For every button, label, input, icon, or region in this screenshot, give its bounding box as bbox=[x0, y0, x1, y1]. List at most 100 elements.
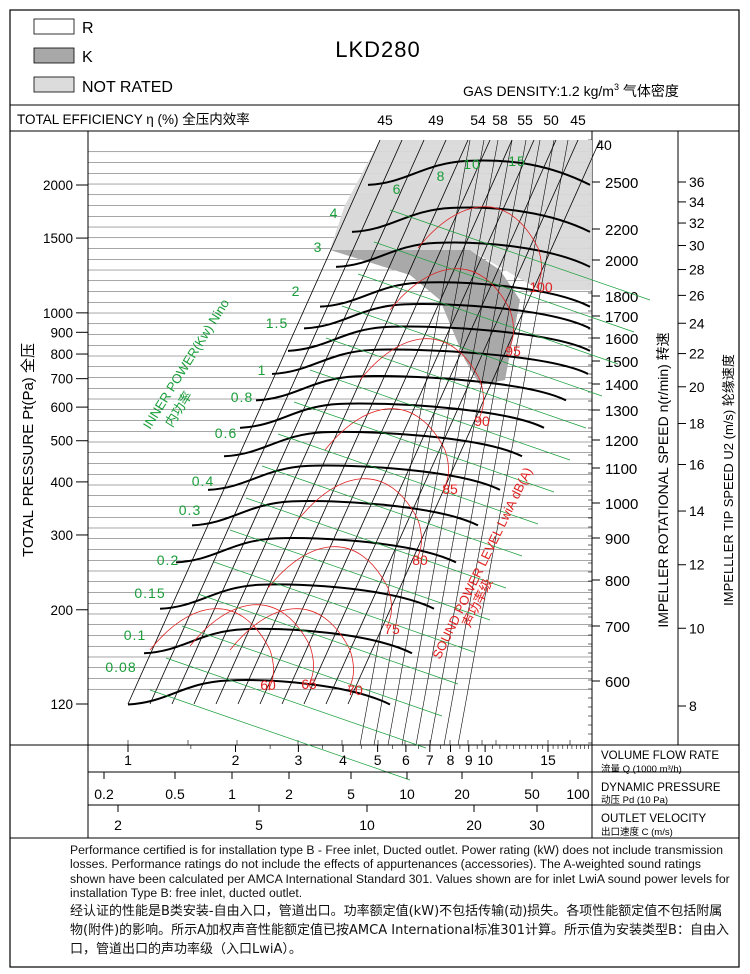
sound-contour bbox=[389, 268, 514, 351]
inner-power-label: 1.5 bbox=[266, 315, 288, 331]
inner-power-label: 0.8 bbox=[231, 389, 253, 405]
tip-tick-label: 18 bbox=[689, 415, 705, 431]
rpm-tick-label: 600 bbox=[605, 674, 630, 691]
volume-flow-tick-label: 6 bbox=[402, 752, 410, 768]
speed-curve bbox=[239, 402, 545, 429]
power-line bbox=[181, 625, 443, 717]
efficiency-line bbox=[429, 139, 541, 746]
rotational-speed-ticks: 2500 2200 2000 1800 1700 1600 1500 1400 1300 1200… bbox=[588, 139, 638, 744]
efficiency-tick-label: 45 bbox=[570, 112, 586, 128]
inner-power-label: 0.15 bbox=[134, 585, 165, 601]
volume-flow-tick-label: 7 bbox=[426, 752, 434, 768]
y-tick-label: 500 bbox=[50, 434, 73, 449]
tip-tick-label: 10 bbox=[689, 620, 705, 636]
y-tick-label: 1500 bbox=[43, 231, 73, 246]
outlet-velocity-ticks: 2 5 10 20 30 bbox=[114, 805, 545, 833]
power-line bbox=[213, 561, 475, 653]
rpm-tick-label: 2000 bbox=[605, 253, 638, 270]
y-tick-label: 700 bbox=[50, 372, 73, 387]
tip-tick-label: 14 bbox=[689, 503, 705, 519]
rpm-tick-label: 1300 bbox=[605, 403, 638, 420]
power-line bbox=[277, 433, 539, 525]
rpm-tick-label: 1800 bbox=[605, 289, 638, 306]
power-line bbox=[357, 273, 619, 365]
y-tick-label: 1000 bbox=[43, 306, 73, 321]
efficiency-line bbox=[443, 139, 555, 746]
system-line bbox=[281, 139, 535, 705]
sound-contour bbox=[359, 338, 484, 421]
volume-flow-tick-label: 9 bbox=[465, 752, 473, 768]
volume-flow-ticks: 1 2 3 4 5 6 7 8 9 10 15 bbox=[124, 745, 589, 768]
sound-power-label: 75 bbox=[384, 621, 400, 637]
efficiency-tick-label: 55 bbox=[517, 112, 533, 128]
power-line bbox=[261, 465, 523, 557]
tip-tick-label: 28 bbox=[689, 262, 705, 278]
speed-curve bbox=[319, 281, 591, 308]
speed-curve bbox=[351, 206, 591, 233]
sound-power-label: 90 bbox=[474, 413, 490, 429]
speed-curve bbox=[367, 159, 591, 186]
volume-flow-tick-label: 8 bbox=[447, 752, 455, 768]
inner-power-label: 6 bbox=[393, 181, 402, 197]
model-title: LKD280 bbox=[335, 37, 421, 62]
dynamic-pressure-tick-label: 50 bbox=[524, 786, 540, 802]
inner-power-label: 10 bbox=[463, 156, 481, 172]
tip-tick-label: 12 bbox=[689, 557, 705, 573]
efficiency-tick-label: 54 bbox=[470, 112, 486, 128]
rotational-speed-label: IMPELLER ROTATIONAL SPEED n(r/min) 转速 bbox=[655, 332, 671, 627]
speed-curve bbox=[191, 500, 479, 527]
dynamic-pressure-tick-label: 20 bbox=[454, 786, 470, 802]
tip-tick-label: 26 bbox=[689, 287, 705, 303]
outlet-velocity-tick-label: 2 bbox=[114, 817, 122, 833]
speed-curve bbox=[127, 679, 391, 706]
inner-power-label: 3 bbox=[314, 239, 323, 255]
sound-power-label: 100 bbox=[529, 279, 553, 295]
efficiency-line bbox=[373, 139, 485, 746]
outlet-velocity-label-cn: 出口速度 C (m/s) bbox=[601, 826, 673, 838]
tip-tick-label: 30 bbox=[689, 238, 705, 254]
outlet-velocity-tick-label: 10 bbox=[359, 817, 375, 833]
inner-power-label: 0.4 bbox=[192, 473, 214, 489]
tip-tick-label: 20 bbox=[689, 379, 705, 395]
sound-contour bbox=[297, 478, 422, 561]
rpm-tick-label: 1000 bbox=[605, 496, 638, 513]
notes-chinese: 经认证的性能是B类安装-自由入口，管道出口。功率额定值(kW)不包括传输(动)损… bbox=[70, 904, 729, 958]
power-line bbox=[341, 305, 603, 397]
speed-curve bbox=[255, 374, 567, 402]
system-line bbox=[325, 139, 579, 705]
speed-curve bbox=[175, 537, 457, 564]
rpm-tick-label: 2500 bbox=[605, 175, 638, 192]
y-tick-label: 800 bbox=[50, 347, 73, 362]
system-line bbox=[171, 139, 425, 705]
efficiency-title: TOTAL EFFICIENCY η (%) 全压内效率 bbox=[17, 111, 250, 127]
y-axis-ticks: 120 200 300 400 500 600 700 800 900 1000 1500 2000 bbox=[43, 178, 88, 712]
inner-power-label: 15 bbox=[508, 153, 526, 169]
sound-power-label: 95 bbox=[505, 343, 521, 359]
notes-english: Performance certified is for installatio… bbox=[70, 843, 730, 900]
speed-curve bbox=[207, 464, 501, 491]
speed-curve bbox=[271, 348, 589, 375]
rpm-tick-label: 900 bbox=[605, 531, 630, 548]
power-line bbox=[389, 209, 651, 301]
y-tick-label: 600 bbox=[50, 400, 73, 415]
system-line bbox=[303, 139, 557, 705]
legend-swatch-k bbox=[33, 47, 75, 64]
system-line bbox=[127, 139, 381, 705]
dynamic-pressure-tick-label: 1 bbox=[228, 786, 236, 802]
rpm-tick-label: 2200 bbox=[605, 222, 638, 239]
legend-swatch-r bbox=[33, 18, 75, 35]
rpm-tick-label: 700 bbox=[605, 619, 630, 636]
power-line bbox=[293, 401, 555, 493]
system-line bbox=[193, 139, 447, 705]
legend: R K NOT RATED bbox=[33, 18, 173, 96]
x-axes: 1 2 3 4 5 6 7 8 9 10 15 0.2 0.5 1 2 5 10 20 50 100 2 5 10 20 3… bbox=[10, 745, 739, 839]
certification-notes: Performance certified is for installatio… bbox=[70, 843, 730, 959]
sound-power-label: 80 bbox=[412, 552, 428, 568]
power-line bbox=[373, 241, 635, 333]
sound-power-label: 60 bbox=[260, 677, 276, 693]
power-line bbox=[245, 497, 507, 589]
outlet-velocity-label: OUTLET VELOCITY bbox=[601, 813, 707, 825]
volume-flow-tick-label: 1 bbox=[124, 752, 132, 768]
y-tick-label: 2000 bbox=[43, 178, 73, 193]
